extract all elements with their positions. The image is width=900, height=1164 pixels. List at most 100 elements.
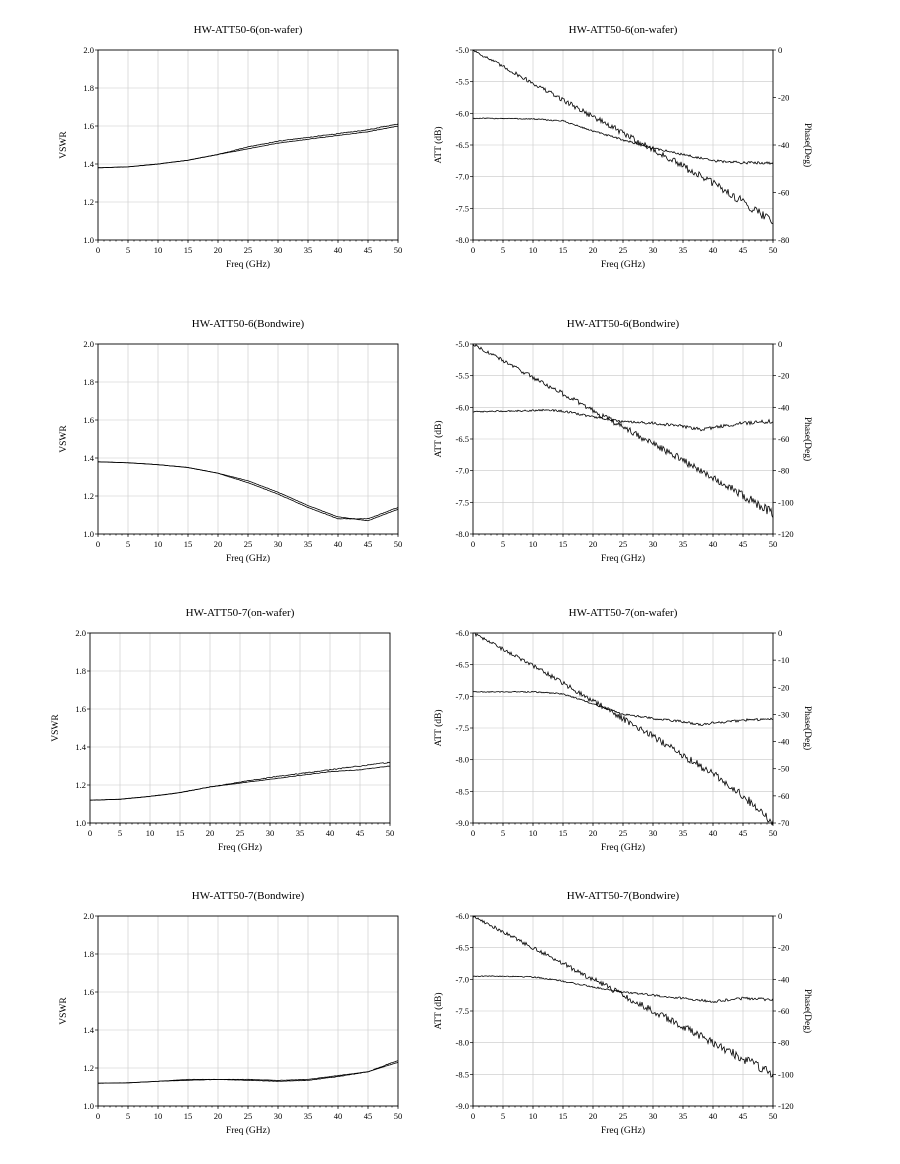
grid: [98, 50, 398, 240]
y-tick-label: -6.5: [456, 660, 469, 670]
x-tick-label: 20: [589, 539, 598, 549]
x-tick-label: 45: [739, 1111, 748, 1121]
x-tick-label: 25: [619, 539, 628, 549]
chart-title: HW-ATT50-7(Bondwire): [567, 890, 680, 902]
y-tick-label: -8.0: [456, 755, 469, 765]
y-tick-label: 1.6: [75, 704, 86, 714]
grid: [473, 916, 773, 1106]
chart-panel-7: HW-ATT50-7(Bondwire) 0 5 10 15 20 25 30 35 40 45 50…: [59, 884, 402, 1164]
y2-tick-label: -40: [778, 974, 789, 984]
x-tick-label: 40: [709, 1111, 718, 1121]
ticks: [470, 49, 776, 243]
y-tick-label: 1.8: [83, 377, 94, 387]
x-tick-label: 50: [769, 1111, 778, 1121]
y2-tick-label: -40: [778, 402, 789, 412]
x-tick-label: 40: [334, 539, 343, 549]
y-tick-label: -8.0: [456, 235, 469, 245]
y-tick-label: -6.0: [456, 911, 469, 921]
y2-tick-label: 0: [778, 339, 782, 349]
y-axis-label: ATT (dB): [433, 992, 444, 1029]
x-tick-label: 35: [296, 828, 305, 838]
y-tick-label: 2.0: [83, 339, 94, 349]
series-line-1: [473, 975, 774, 1004]
y2-tick-label: -40: [778, 140, 789, 150]
x-tick-label: 15: [559, 539, 568, 549]
y-tick-label: 1.0: [83, 529, 94, 539]
y-tick-label: 2.0: [75, 628, 86, 638]
x-tick-label: 10: [529, 828, 538, 838]
ticks: [470, 343, 776, 537]
y-axis-label: VSWR: [59, 997, 69, 1025]
y-tick-label: 1.8: [75, 666, 86, 676]
y2-tick-label: -60: [778, 434, 789, 444]
ticks: [95, 49, 399, 243]
x-tick-label: 15: [559, 1111, 568, 1121]
chart-panel-8: HW-ATT50-7(Bondwire) 0 5 10 15 20 25 30 35 40 45 50…: [433, 884, 825, 1164]
x-tick-label: 25: [244, 1111, 253, 1121]
y-tick-label: 1.0: [83, 235, 94, 245]
y-tick-label: -7.0: [456, 974, 469, 984]
y-tick-label: -7.0: [456, 172, 469, 182]
series-line-1: [472, 408, 774, 432]
y-tick-label: 1.0: [83, 1101, 94, 1111]
x-tick-label: 5: [501, 245, 505, 255]
y2-tick-label: 0: [778, 45, 782, 55]
x-axis-label: Freq (GHz): [601, 259, 645, 270]
y2-tick-label: -30: [778, 709, 789, 719]
x-tick-label: 5: [501, 1111, 505, 1121]
chart-svg: HW-ATT50-6(Bondwire) 0 5 10 15 20 25 30 35 40 45 50…: [59, 318, 402, 564]
x-tick-label: 30: [266, 828, 275, 838]
series-line-2: [472, 632, 774, 826]
y-tick-label: -6.0: [456, 402, 469, 412]
y-tick-label: -6.5: [456, 140, 469, 150]
y-tick-label: 1.2: [83, 1063, 94, 1073]
x-tick-label: 45: [364, 1111, 373, 1121]
y-tick-label: -9.0: [456, 1101, 469, 1111]
grid: [98, 344, 398, 534]
y-tick-label: 1.8: [83, 949, 94, 959]
y-tick-label: 1.2: [83, 197, 94, 207]
y2-tick-label: -80: [778, 466, 789, 476]
x-tick-label: 0: [96, 245, 100, 255]
y2-tick-label: 0: [778, 911, 782, 921]
x-tick-label: 30: [274, 539, 283, 549]
y-tick-label: -7.0: [456, 691, 469, 701]
x-tick-label: 25: [619, 828, 628, 838]
x-tick-label: 20: [589, 828, 598, 838]
x-tick-label: 15: [559, 245, 568, 255]
x-tick-label: 40: [709, 828, 718, 838]
x-tick-label: 50: [386, 828, 395, 838]
x-tick-label: 35: [679, 539, 688, 549]
x-tick-label: 35: [679, 828, 688, 838]
x-tick-label: 35: [679, 245, 688, 255]
x-tick-label: 25: [244, 539, 253, 549]
x-tick-label: 15: [559, 828, 568, 838]
y-tick-label: 1.0: [75, 818, 86, 828]
x-tick-label: 10: [529, 245, 538, 255]
y-tick-label: -7.5: [456, 203, 469, 213]
ticks: [95, 343, 399, 537]
x-tick-label: 20: [214, 539, 223, 549]
series-line-2: [472, 343, 774, 518]
y-tick-label: 1.6: [83, 415, 94, 425]
chart-svg: HW-ATT50-6(on-wafer) 0 5 10 15 20 25 30 35 40 45 50…: [59, 24, 402, 270]
x-tick-label: 40: [709, 245, 718, 255]
series-line-2: [472, 50, 774, 225]
x-tick-label: 10: [154, 539, 163, 549]
x-axis-label: Freq (GHz): [226, 259, 270, 270]
y-tick-label: -5.0: [456, 45, 469, 55]
x-tick-label: 35: [304, 539, 313, 549]
y2-axis-label: Phase(Deg): [802, 989, 813, 1033]
x-tick-label: 50: [394, 539, 403, 549]
y-tick-label: 1.2: [75, 780, 86, 790]
x-axis-label: Freq (GHz): [226, 553, 270, 564]
x-tick-label: 0: [96, 1111, 100, 1121]
y-tick-label: 2.0: [83, 911, 94, 921]
chart-title: HW-ATT50-6(on-wafer): [194, 24, 303, 36]
chart-svg: HW-ATT50-6(Bondwire) 0 5 10 15 20 25 30 35 40 45 50…: [433, 318, 813, 564]
y2-axis-label: Phase(Deg): [802, 123, 813, 167]
chart-title: HW-ATT50-7(on-wafer): [569, 607, 678, 619]
chart-panel-1: HW-ATT50-6(on-wafer) 0 5 10 15 20 25 30 35 40 45 50…: [59, 18, 402, 298]
chart-title: HW-ATT50-6(Bondwire): [567, 318, 680, 330]
x-tick-label: 50: [394, 1111, 403, 1121]
